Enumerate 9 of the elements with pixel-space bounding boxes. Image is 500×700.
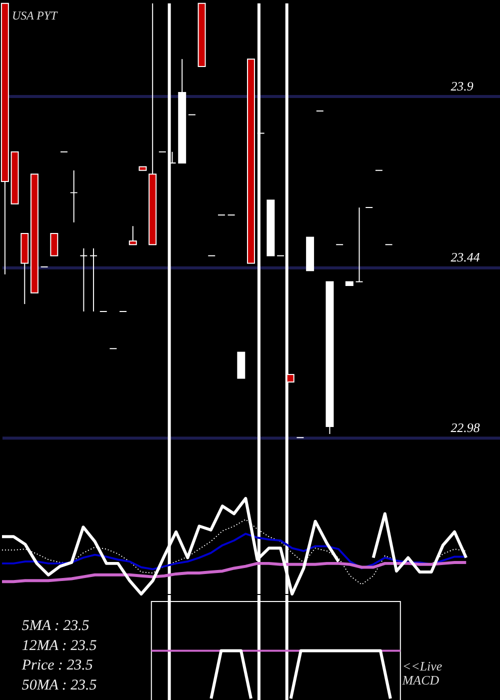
chart-title: USA PYT — [12, 8, 59, 22]
y-tick-label: 23.9 — [450, 78, 474, 94]
text: 12MA : 23.5 — [22, 638, 98, 654]
y-tick-label: 23.44 — [450, 249, 480, 264]
text: Price : 23.5 — [20, 658, 94, 674]
text: <<Live MACD — [401, 658, 442, 688]
text: 5MA : 23.5 — [22, 618, 90, 634]
y-tick-label: 22.98 — [450, 420, 480, 436]
text: 50MA : 23.5 — [22, 678, 98, 694]
